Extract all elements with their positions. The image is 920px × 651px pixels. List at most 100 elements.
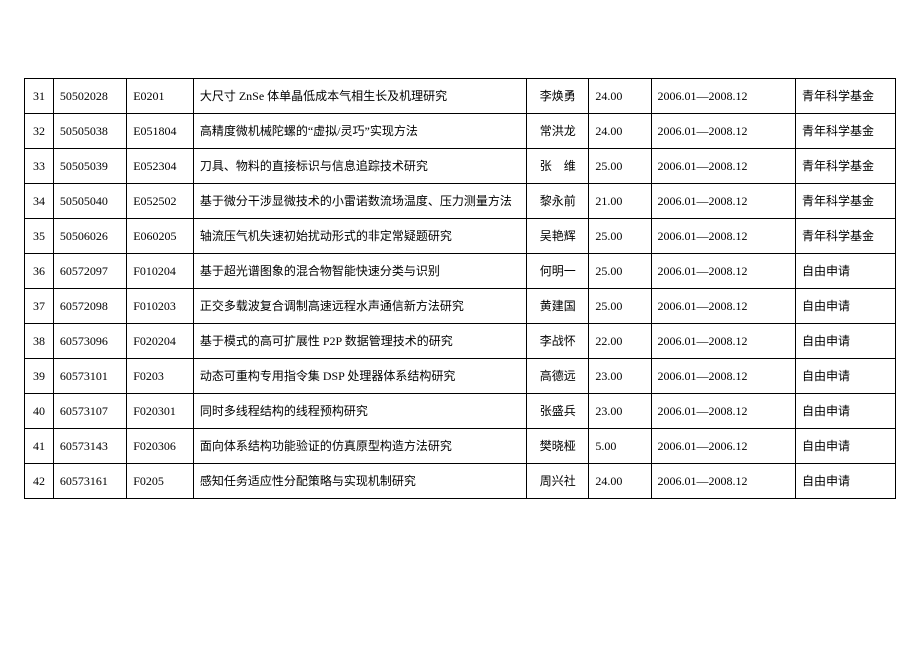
cell-title: 感知任务适应性分配策略与实现机制研究 — [193, 464, 526, 499]
cell-amount: 22.00 — [589, 324, 651, 359]
table-row: 4060573107F020301同时多线程结构的线程预构研究张盛兵23.002… — [25, 394, 896, 429]
cell-person: 黄建国 — [527, 289, 589, 324]
cell-person: 张盛兵 — [527, 394, 589, 429]
table-row: 3350505039E052304刀具、物料的直接标识与信息追踪技术研究张 维2… — [25, 149, 896, 184]
cell-amount: 25.00 — [589, 289, 651, 324]
cell-subj: F010204 — [127, 254, 194, 289]
cell-idx: 33 — [25, 149, 54, 184]
cell-idx: 41 — [25, 429, 54, 464]
cell-type: 自由申请 — [795, 464, 895, 499]
cell-period: 2006.01—2008.12 — [651, 219, 795, 254]
cell-idx: 34 — [25, 184, 54, 219]
cell-title: 轴流压气机失速初始扰动形式的非定常疑题研究 — [193, 219, 526, 254]
cell-title: 正交多载波复合调制高速远程水声通信新方法研究 — [193, 289, 526, 324]
cell-code: 60573161 — [53, 464, 126, 499]
cell-title: 大尺寸 ZnSe 体单晶低成本气相生长及机理研究 — [193, 79, 526, 114]
cell-subj: E051804 — [127, 114, 194, 149]
table-row: 3760572098F010203正交多载波复合调制高速远程水声通信新方法研究黄… — [25, 289, 896, 324]
cell-title: 基于模式的高可扩展性 P2P 数据管理技术的研究 — [193, 324, 526, 359]
cell-code: 50506026 — [53, 219, 126, 254]
cell-idx: 42 — [25, 464, 54, 499]
cell-amount: 25.00 — [589, 149, 651, 184]
cell-subj: F0203 — [127, 359, 194, 394]
cell-period: 2006.01—2006.12 — [651, 429, 795, 464]
cell-period: 2006.01—2008.12 — [651, 359, 795, 394]
cell-person: 吴艳辉 — [527, 219, 589, 254]
cell-code: 60573143 — [53, 429, 126, 464]
cell-person: 周兴社 — [527, 464, 589, 499]
cell-subj: F020306 — [127, 429, 194, 464]
cell-code: 50505038 — [53, 114, 126, 149]
table-row: 3660572097F010204基于超光谱图象的混合物智能快速分类与识别何明一… — [25, 254, 896, 289]
cell-code: 60572098 — [53, 289, 126, 324]
cell-subj: F020204 — [127, 324, 194, 359]
table-body: 3150502028E0201大尺寸 ZnSe 体单晶低成本气相生长及机理研究李… — [25, 79, 896, 499]
cell-amount: 25.00 — [589, 254, 651, 289]
cell-period: 2006.01—2008.12 — [651, 149, 795, 184]
cell-period: 2006.01—2008.12 — [651, 254, 795, 289]
cell-code: 60572097 — [53, 254, 126, 289]
page: 3150502028E0201大尺寸 ZnSe 体单晶低成本气相生长及机理研究李… — [0, 0, 920, 651]
cell-amount: 5.00 — [589, 429, 651, 464]
cell-person: 樊晓桠 — [527, 429, 589, 464]
cell-title: 高精度微机械陀螺的“虚拟/灵巧”实现方法 — [193, 114, 526, 149]
cell-code: 50502028 — [53, 79, 126, 114]
cell-code: 60573107 — [53, 394, 126, 429]
cell-idx: 39 — [25, 359, 54, 394]
cell-code: 50505039 — [53, 149, 126, 184]
cell-idx: 40 — [25, 394, 54, 429]
cell-period: 2006.01—2008.12 — [651, 394, 795, 429]
cell-idx: 36 — [25, 254, 54, 289]
cell-period: 2006.01—2008.12 — [651, 324, 795, 359]
cell-type: 自由申请 — [795, 254, 895, 289]
cell-person: 高德远 — [527, 359, 589, 394]
cell-amount: 24.00 — [589, 79, 651, 114]
cell-amount: 21.00 — [589, 184, 651, 219]
cell-type: 自由申请 — [795, 324, 895, 359]
cell-subj: E052304 — [127, 149, 194, 184]
cell-type: 青年科学基金 — [795, 184, 895, 219]
cell-type: 青年科学基金 — [795, 79, 895, 114]
cell-type: 青年科学基金 — [795, 219, 895, 254]
table-row: 4160573143F020306面向体系结构功能验证的仿真原型构造方法研究樊晓… — [25, 429, 896, 464]
table-row: 3250505038E051804高精度微机械陀螺的“虚拟/灵巧”实现方法常洪龙… — [25, 114, 896, 149]
table-row: 3860573096F020204基于模式的高可扩展性 P2P 数据管理技术的研… — [25, 324, 896, 359]
table-row: 3960573101F0203动态可重构专用指令集 DSP 处理器体系结构研究高… — [25, 359, 896, 394]
cell-person: 李战怀 — [527, 324, 589, 359]
cell-idx: 37 — [25, 289, 54, 324]
table-row: 4260573161F0205感知任务适应性分配策略与实现机制研究周兴社24.0… — [25, 464, 896, 499]
projects-table: 3150502028E0201大尺寸 ZnSe 体单晶低成本气相生长及机理研究李… — [24, 78, 896, 499]
cell-idx: 38 — [25, 324, 54, 359]
cell-period: 2006.01—2008.12 — [651, 464, 795, 499]
cell-code: 50505040 — [53, 184, 126, 219]
cell-code: 60573096 — [53, 324, 126, 359]
cell-type: 自由申请 — [795, 429, 895, 464]
cell-period: 2006.01—2008.12 — [651, 79, 795, 114]
cell-type: 青年科学基金 — [795, 149, 895, 184]
cell-person: 黎永前 — [527, 184, 589, 219]
cell-subj: F0205 — [127, 464, 194, 499]
cell-period: 2006.01—2008.12 — [651, 114, 795, 149]
cell-title: 同时多线程结构的线程预构研究 — [193, 394, 526, 429]
cell-title: 刀具、物料的直接标识与信息追踪技术研究 — [193, 149, 526, 184]
cell-code: 60573101 — [53, 359, 126, 394]
cell-title: 基于微分干涉显微技术的小雷诺数流场温度、压力测量方法 — [193, 184, 526, 219]
cell-title: 基于超光谱图象的混合物智能快速分类与识别 — [193, 254, 526, 289]
cell-person: 李焕勇 — [527, 79, 589, 114]
cell-amount: 24.00 — [589, 114, 651, 149]
cell-title: 面向体系结构功能验证的仿真原型构造方法研究 — [193, 429, 526, 464]
cell-period: 2006.01—2008.12 — [651, 289, 795, 324]
cell-title: 动态可重构专用指令集 DSP 处理器体系结构研究 — [193, 359, 526, 394]
cell-amount: 25.00 — [589, 219, 651, 254]
cell-subj: E0201 — [127, 79, 194, 114]
cell-period: 2006.01—2008.12 — [651, 184, 795, 219]
cell-subj: F020301 — [127, 394, 194, 429]
table-row: 3450505040E052502基于微分干涉显微技术的小雷诺数流场温度、压力测… — [25, 184, 896, 219]
cell-type: 自由申请 — [795, 289, 895, 324]
cell-amount: 23.00 — [589, 394, 651, 429]
cell-idx: 31 — [25, 79, 54, 114]
cell-type: 自由申请 — [795, 359, 895, 394]
cell-idx: 32 — [25, 114, 54, 149]
cell-subj: E052502 — [127, 184, 194, 219]
cell-subj: F010203 — [127, 289, 194, 324]
